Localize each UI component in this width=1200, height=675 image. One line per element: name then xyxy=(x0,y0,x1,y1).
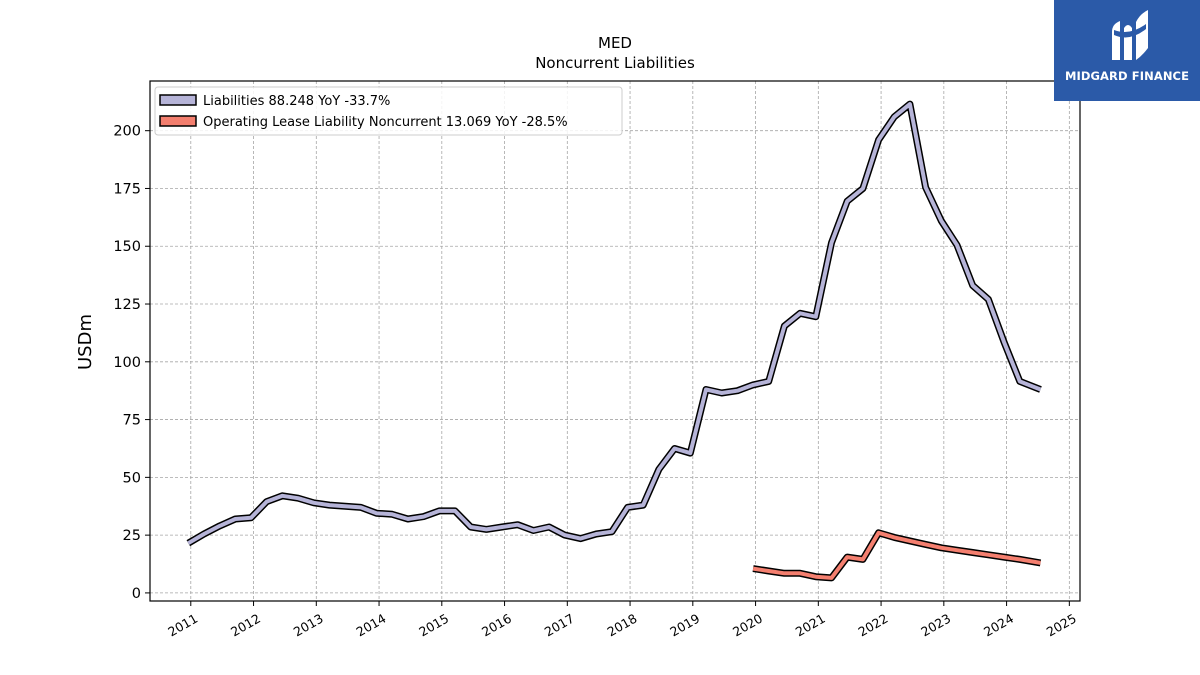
chart-title: MED xyxy=(598,34,632,52)
logo-text: MIDGARD FINANCE xyxy=(1064,69,1190,83)
series-line-0 xyxy=(187,102,1042,545)
x-tick-label: 2013 xyxy=(291,611,326,640)
legend-swatch-liabilities xyxy=(159,94,197,106)
legend-label-liabilities: Liabilities 88.248 YoY -33.7% xyxy=(203,94,390,109)
y-tick-label: 175 xyxy=(113,181,141,197)
legend-label-operating-lease: Operating Lease Liability Noncurrent 13.… xyxy=(203,115,568,130)
x-tick-label: 2022 xyxy=(856,611,891,640)
x-tick-label: 2014 xyxy=(353,611,388,640)
legend-swatch-operating-lease xyxy=(159,115,197,127)
x-tick-label: 2023 xyxy=(918,611,953,640)
brand-logo: MIDGARD FINANCE xyxy=(1054,0,1200,101)
y-tick-label: 0 xyxy=(132,586,141,602)
y-tick-label: 150 xyxy=(113,239,141,255)
x-tick-label: 2021 xyxy=(793,611,828,640)
y-axis-label: USDm xyxy=(75,314,96,370)
grid xyxy=(150,81,1080,601)
x-tick-label: 2016 xyxy=(479,611,514,640)
x-tick-label: 2017 xyxy=(542,611,577,640)
series-line-1 xyxy=(752,530,1041,580)
x-tick-label: 2019 xyxy=(667,611,702,640)
y-tick-label: 125 xyxy=(113,297,141,313)
chart-subtitle: Noncurrent Liabilities xyxy=(535,54,695,72)
legend-box xyxy=(154,86,623,136)
series-layer xyxy=(186,100,1042,582)
x-tick-label: 2011 xyxy=(165,611,200,640)
x-tick-label: 2018 xyxy=(605,611,640,640)
x-tick-label: 2012 xyxy=(228,611,263,640)
x-tick-label: 2015 xyxy=(416,611,451,640)
x-tick-label: 2025 xyxy=(1044,611,1079,640)
x-tick-label: 2024 xyxy=(981,611,1016,640)
y-tick-label: 100 xyxy=(113,355,141,371)
plot-frame xyxy=(149,80,1081,602)
logo-icon xyxy=(1112,10,1148,60)
y-tick-label: 200 xyxy=(113,124,141,140)
legend: Liabilities 88.248 YoY -33.7% Operating … xyxy=(154,86,623,136)
y-tick-label: 75 xyxy=(123,413,141,429)
x-tick-label: 2020 xyxy=(730,611,765,640)
y-tick-label: 50 xyxy=(123,470,141,486)
y-tick-label: 25 xyxy=(123,528,141,544)
